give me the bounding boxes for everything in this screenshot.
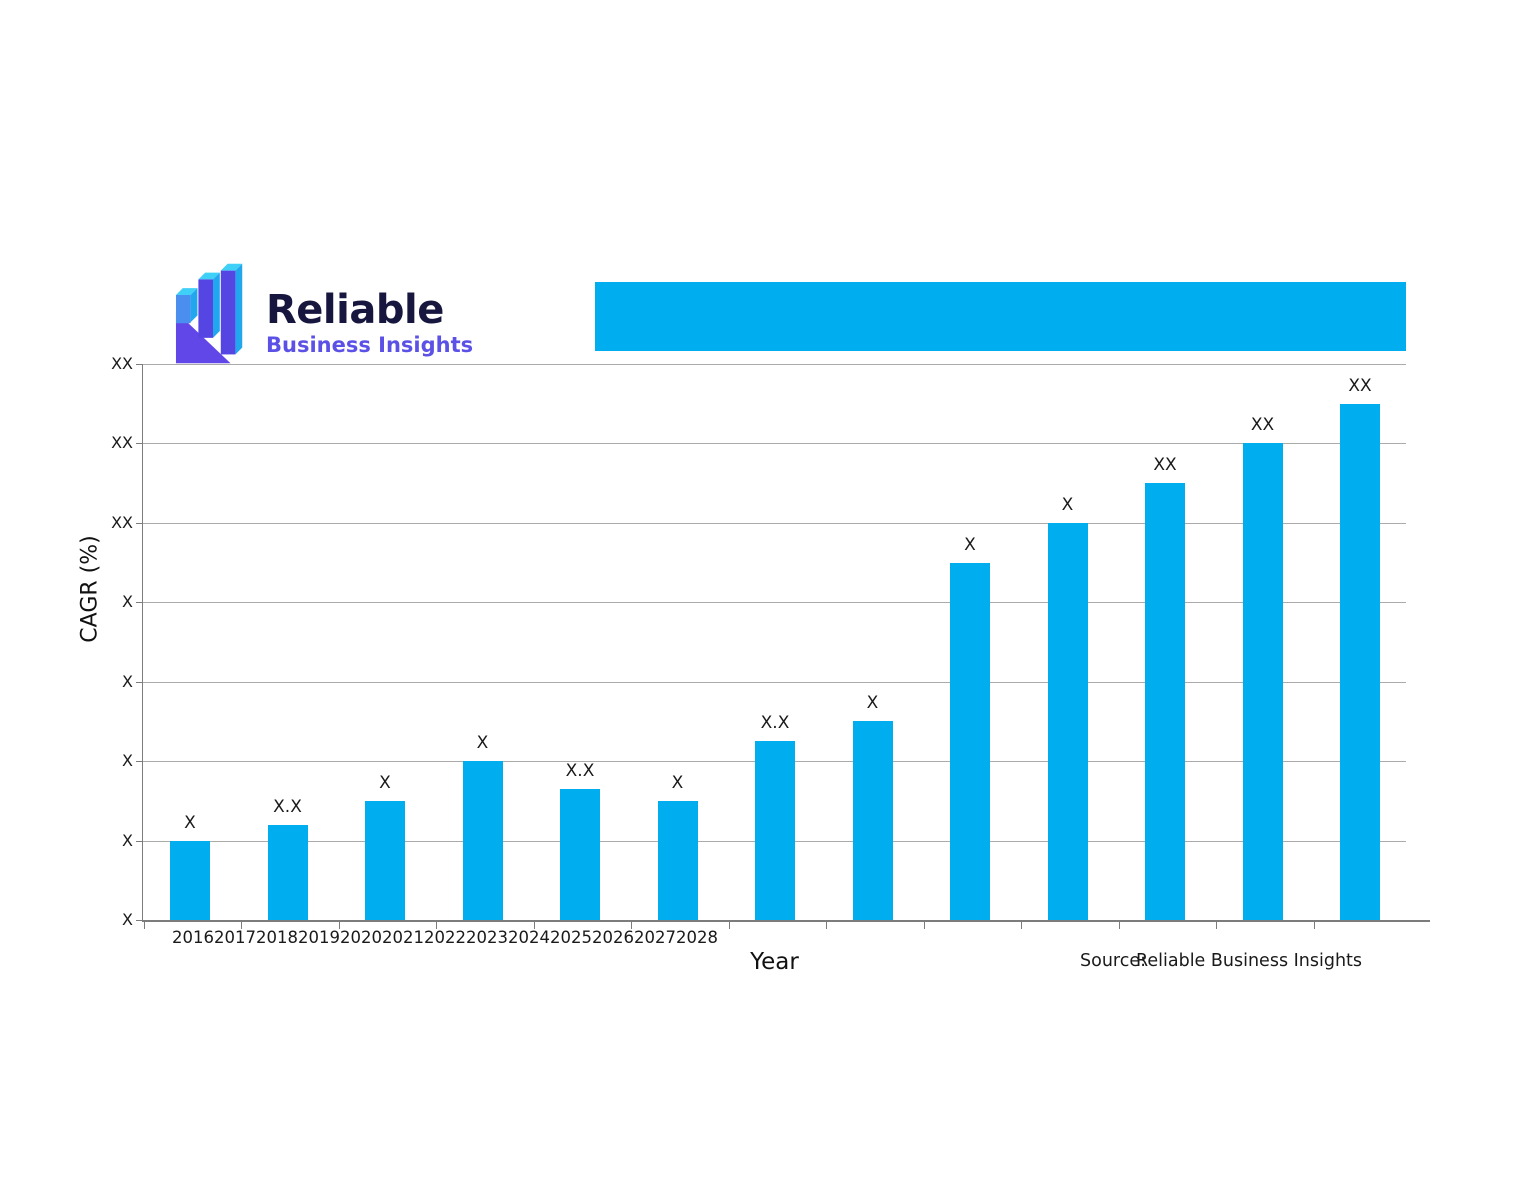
bar-value-label-2020: X.X: [565, 760, 595, 781]
source-prefix: Source:: [1080, 951, 1147, 971]
bar-2027: [1242, 443, 1283, 920]
x-axis-line: [142, 920, 1430, 922]
y-axis-spine: [142, 364, 143, 922]
bar-2019: [462, 761, 503, 920]
x-tick: [241, 922, 242, 929]
gridline: [143, 364, 1406, 365]
gridline: [143, 522, 1406, 524]
y-tick-label: XX: [111, 433, 133, 453]
y-tick-label: X: [122, 592, 133, 612]
x-tick: [533, 922, 535, 929]
x-tick-label: 2024: [508, 928, 550, 947]
y-tick: [136, 522, 143, 524]
x-tick: [338, 922, 340, 929]
y-tick: [136, 920, 143, 921]
bar-2023: [852, 721, 893, 920]
bar-2024: [950, 562, 990, 920]
x-tick-label: 2026: [592, 928, 634, 947]
bar-value-label-2025: X: [1061, 494, 1074, 515]
title-banner: [595, 282, 1406, 351]
x-tick-label: 2023: [466, 928, 508, 947]
bar-value-label-2018: X: [379, 772, 391, 793]
bar-value-label-2024: X: [964, 534, 976, 555]
x-tick-label: 2022: [424, 928, 466, 947]
x-tick-label: 2016: [172, 928, 214, 947]
bar-value-label-2028: XX: [1348, 375, 1372, 396]
logo-subtitle: Business Insights: [266, 333, 474, 357]
bar-value-label-2022: X.X: [760, 713, 790, 734]
x-tick-label: 2021: [382, 928, 424, 947]
bar-2018: [365, 800, 405, 920]
x-tick: [1216, 922, 1217, 929]
y-axis-title: CAGR (%): [77, 535, 103, 643]
y-tick-label: X: [122, 830, 133, 850]
x-tick-label: 2027: [634, 928, 676, 947]
x-tick: [631, 922, 632, 929]
bar-2016: [170, 840, 210, 920]
x-tick: [1021, 922, 1022, 929]
bar-2026: [1145, 483, 1185, 920]
x-tick: [1313, 922, 1315, 929]
bar-2017: [267, 824, 308, 920]
x-tick: [826, 922, 827, 929]
bar-2025: [1047, 522, 1088, 920]
y-tick-label: X: [122, 910, 133, 929]
bar-value-label-2016: X: [184, 812, 196, 833]
bar-2022: [755, 741, 795, 920]
logo: Reliable Business Insights: [266, 290, 473, 356]
y-tick: [136, 602, 143, 604]
x-tick-label: 2025: [550, 928, 592, 947]
y-tick: [136, 840, 143, 842]
source-name: Reliable Business Insights: [1136, 951, 1363, 971]
gridline: [143, 681, 1406, 683]
x-tick: [143, 922, 145, 929]
x-tick-label: 2028: [676, 928, 718, 947]
x-tick-labels: 2016 2017 2018 2019 2020 2021 2022 2023 2024 2025…: [172, 928, 718, 947]
bar-2028: [1340, 403, 1380, 920]
bar-2020: [560, 788, 600, 920]
bar-2021: [657, 800, 698, 920]
x-tick-label: 2020: [340, 928, 382, 947]
x-tick: [923, 922, 925, 929]
y-tick: [136, 364, 143, 365]
y-tick-label: X: [122, 671, 133, 691]
y-tick: [136, 443, 143, 445]
x-tick: [436, 922, 437, 929]
y-tick-label: XX: [111, 354, 133, 373]
logo-title: Reliable: [266, 287, 444, 333]
y-tick-label: XX: [111, 512, 133, 532]
bar-value-label-2017: X.X: [273, 796, 302, 817]
logo-icon: [175, 263, 243, 364]
bar-value-label-2021: X: [671, 772, 684, 793]
gridline: [143, 443, 1406, 445]
y-tick-label: X: [122, 751, 133, 771]
x-tick-label: 2017: [214, 928, 256, 947]
x-axis-title: Year: [750, 949, 799, 975]
y-tick: [136, 681, 143, 683]
x-tick: [1118, 922, 1120, 929]
x-tick-label: 2019: [298, 928, 340, 947]
bar-value-label-2027: XX: [1250, 415, 1275, 436]
y-tick: [136, 761, 143, 763]
bar-value-label-2026: XX: [1153, 455, 1177, 476]
x-tick: [728, 922, 730, 929]
bar-value-label-2019: X: [476, 733, 489, 754]
gridline: [143, 602, 1406, 604]
x-tick-label: 2018: [256, 928, 298, 947]
bar-value-label-2023: X: [866, 693, 879, 714]
